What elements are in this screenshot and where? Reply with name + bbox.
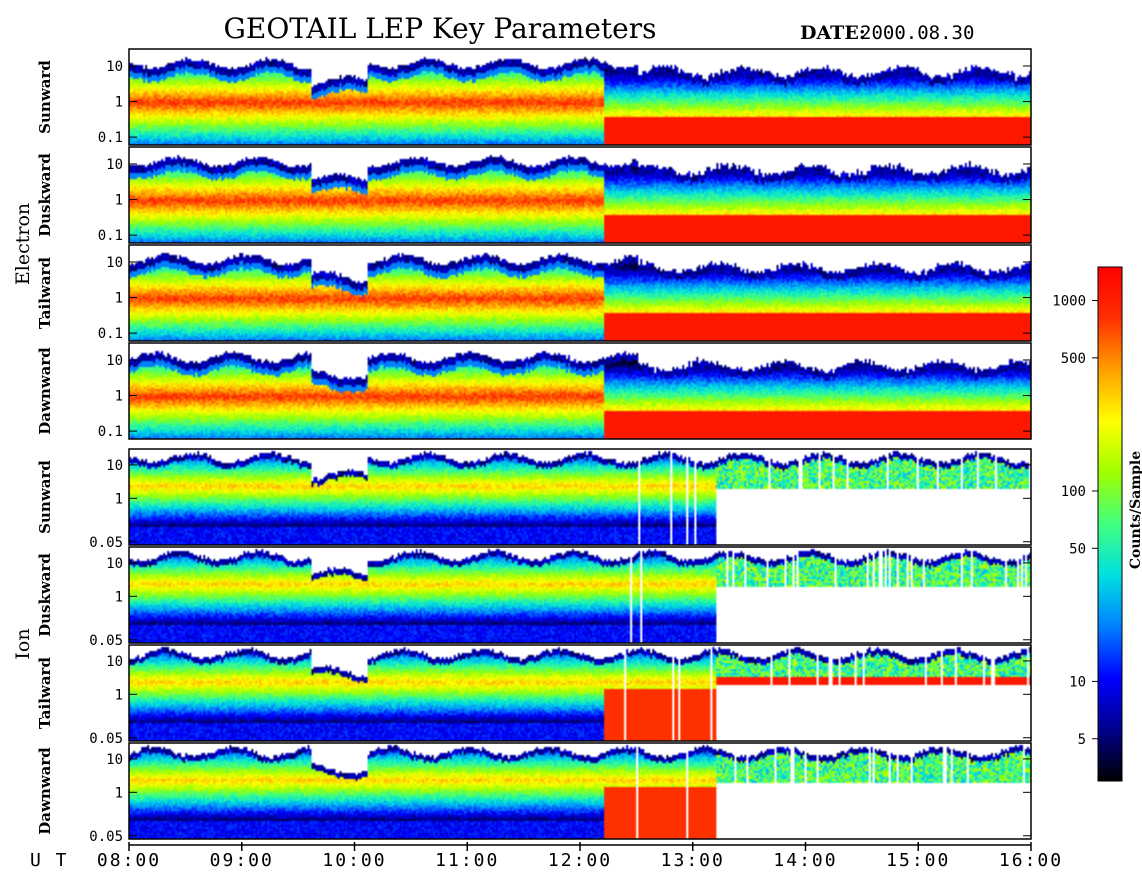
colorbar-tick-label: 10 — [1069, 674, 1086, 690]
panel-label: Duskward — [36, 153, 54, 237]
panel-frame — [128, 742, 1032, 840]
x-tick-label: 12:00 — [548, 850, 612, 871]
panel-electron-sunward: 10 1 0.1 Sunward — [36, 48, 1032, 146]
spectrogram-image — [129, 449, 1031, 545]
panel-label: Tailward — [36, 657, 54, 729]
group-label-electron: Electron — [12, 203, 34, 285]
colorbar-tick-label: 50 — [1069, 541, 1086, 557]
y-tick-label: 10 — [106, 255, 123, 271]
x-axis-label: U T — [30, 850, 69, 871]
colorbar: Counts/Sample 1000 500 100 50 10 5 — [1052, 266, 1142, 782]
panel-label: Dawnward — [36, 347, 54, 435]
x-tick-label: 14:00 — [773, 850, 837, 871]
panel-frame — [128, 342, 1032, 440]
panel-ion-sunward: 10 1 0.05 Sunward — [36, 448, 1032, 551]
colorbar-label: Counts/Sample — [1128, 451, 1142, 569]
spectrogram-panels: Electron 10 1 0.1 Sunward 10 1 0.1 Duskward 10 1 0.… — [12, 48, 1032, 845]
y-tick-label: 0.05 — [89, 633, 123, 649]
y-tick-label: 10 — [106, 458, 123, 474]
panel-label: Dawnward — [36, 747, 54, 835]
x-tick-label: 15:00 — [886, 850, 950, 871]
date-value: 2000.08.30 — [860, 22, 974, 44]
panel-frame — [128, 448, 1032, 546]
panel-ion-dawnward: 10 1 0.05 Dawnward — [36, 742, 1032, 845]
chart-title: GEOTAIL LEP Key Parameters — [224, 12, 657, 45]
y-tick-label: 1 — [115, 193, 123, 209]
x-tick-label: 09:00 — [210, 850, 274, 871]
y-tick-label: 0.1 — [98, 130, 123, 146]
spectrogram-image — [129, 547, 1031, 643]
colorbar-tick-label: 500 — [1061, 351, 1086, 367]
colorbar-gradient — [1097, 266, 1123, 782]
panel-label: Duskward — [36, 553, 54, 637]
y-tick-label: 0.1 — [98, 424, 123, 440]
y-tick-label: 0.1 — [98, 228, 123, 244]
y-tick-label: 1 — [115, 389, 123, 405]
y-tick-label: 1 — [115, 687, 123, 703]
panel-ion-duskward: 10 1 0.05 Duskward — [36, 546, 1032, 649]
colorbar-tick-label: 100 — [1061, 484, 1086, 500]
panel-frame — [128, 48, 1032, 146]
panel-frame — [128, 146, 1032, 244]
panel-ion-tailward: 10 1 0.05 Tailward — [36, 644, 1032, 747]
panel-frame — [128, 546, 1032, 644]
time-axis: U T 08:00 09:00 10:00 11:00 12:00 13:00 14:00 1… — [30, 842, 1063, 871]
y-tick-label: 0.05 — [89, 731, 123, 747]
y-tick-label: 10 — [106, 59, 123, 75]
y-tick-label: 0.05 — [89, 535, 123, 551]
y-tick-label: 10 — [106, 353, 123, 369]
panel-frame — [128, 244, 1032, 342]
spectrogram-image — [129, 147, 1031, 243]
y-tick-label: 10 — [106, 654, 123, 670]
spectrogram-image — [129, 49, 1031, 145]
panel-frame — [128, 644, 1032, 742]
x-tick-label: 16:00 — [999, 850, 1063, 871]
spectrogram-image — [129, 245, 1031, 341]
date-label: DATE: — [800, 22, 866, 44]
x-tick-label: 10:00 — [322, 850, 386, 871]
y-tick-label: 0.05 — [89, 829, 123, 845]
y-tick-label: 1 — [115, 291, 123, 307]
spectrogram-image — [129, 343, 1031, 439]
group-label-ion: Ion — [12, 628, 34, 659]
x-tick-label: 08:00 — [97, 850, 161, 871]
spectrogram-image — [129, 743, 1031, 839]
spectrogram-image — [129, 645, 1031, 741]
panel-label: Sunward — [36, 460, 54, 534]
y-tick-label: 1 — [115, 785, 123, 801]
panel-electron-dawnward: 10 1 0.1 Dawnward — [36, 342, 1032, 440]
colorbar-tick-label: 5 — [1078, 732, 1086, 748]
y-tick-label: 10 — [106, 752, 123, 768]
y-tick-label: 1 — [115, 95, 123, 111]
y-tick-label: 10 — [106, 157, 123, 173]
y-tick-label: 10 — [106, 556, 123, 572]
panel-electron-tailward: 10 1 0.1 Tailward — [36, 244, 1032, 342]
x-tick-label: 13:00 — [661, 850, 725, 871]
y-tick-label: 1 — [115, 589, 123, 605]
panel-electron-duskward: 10 1 0.1 Duskward — [36, 146, 1032, 244]
panel-label: Sunward — [36, 60, 54, 134]
panel-label: Tailward — [36, 257, 54, 329]
x-tick-label: 11:00 — [435, 850, 499, 871]
y-tick-label: 0.1 — [98, 326, 123, 342]
y-tick-label: 1 — [115, 491, 123, 507]
colorbar-tick-label: 1000 — [1052, 294, 1086, 310]
